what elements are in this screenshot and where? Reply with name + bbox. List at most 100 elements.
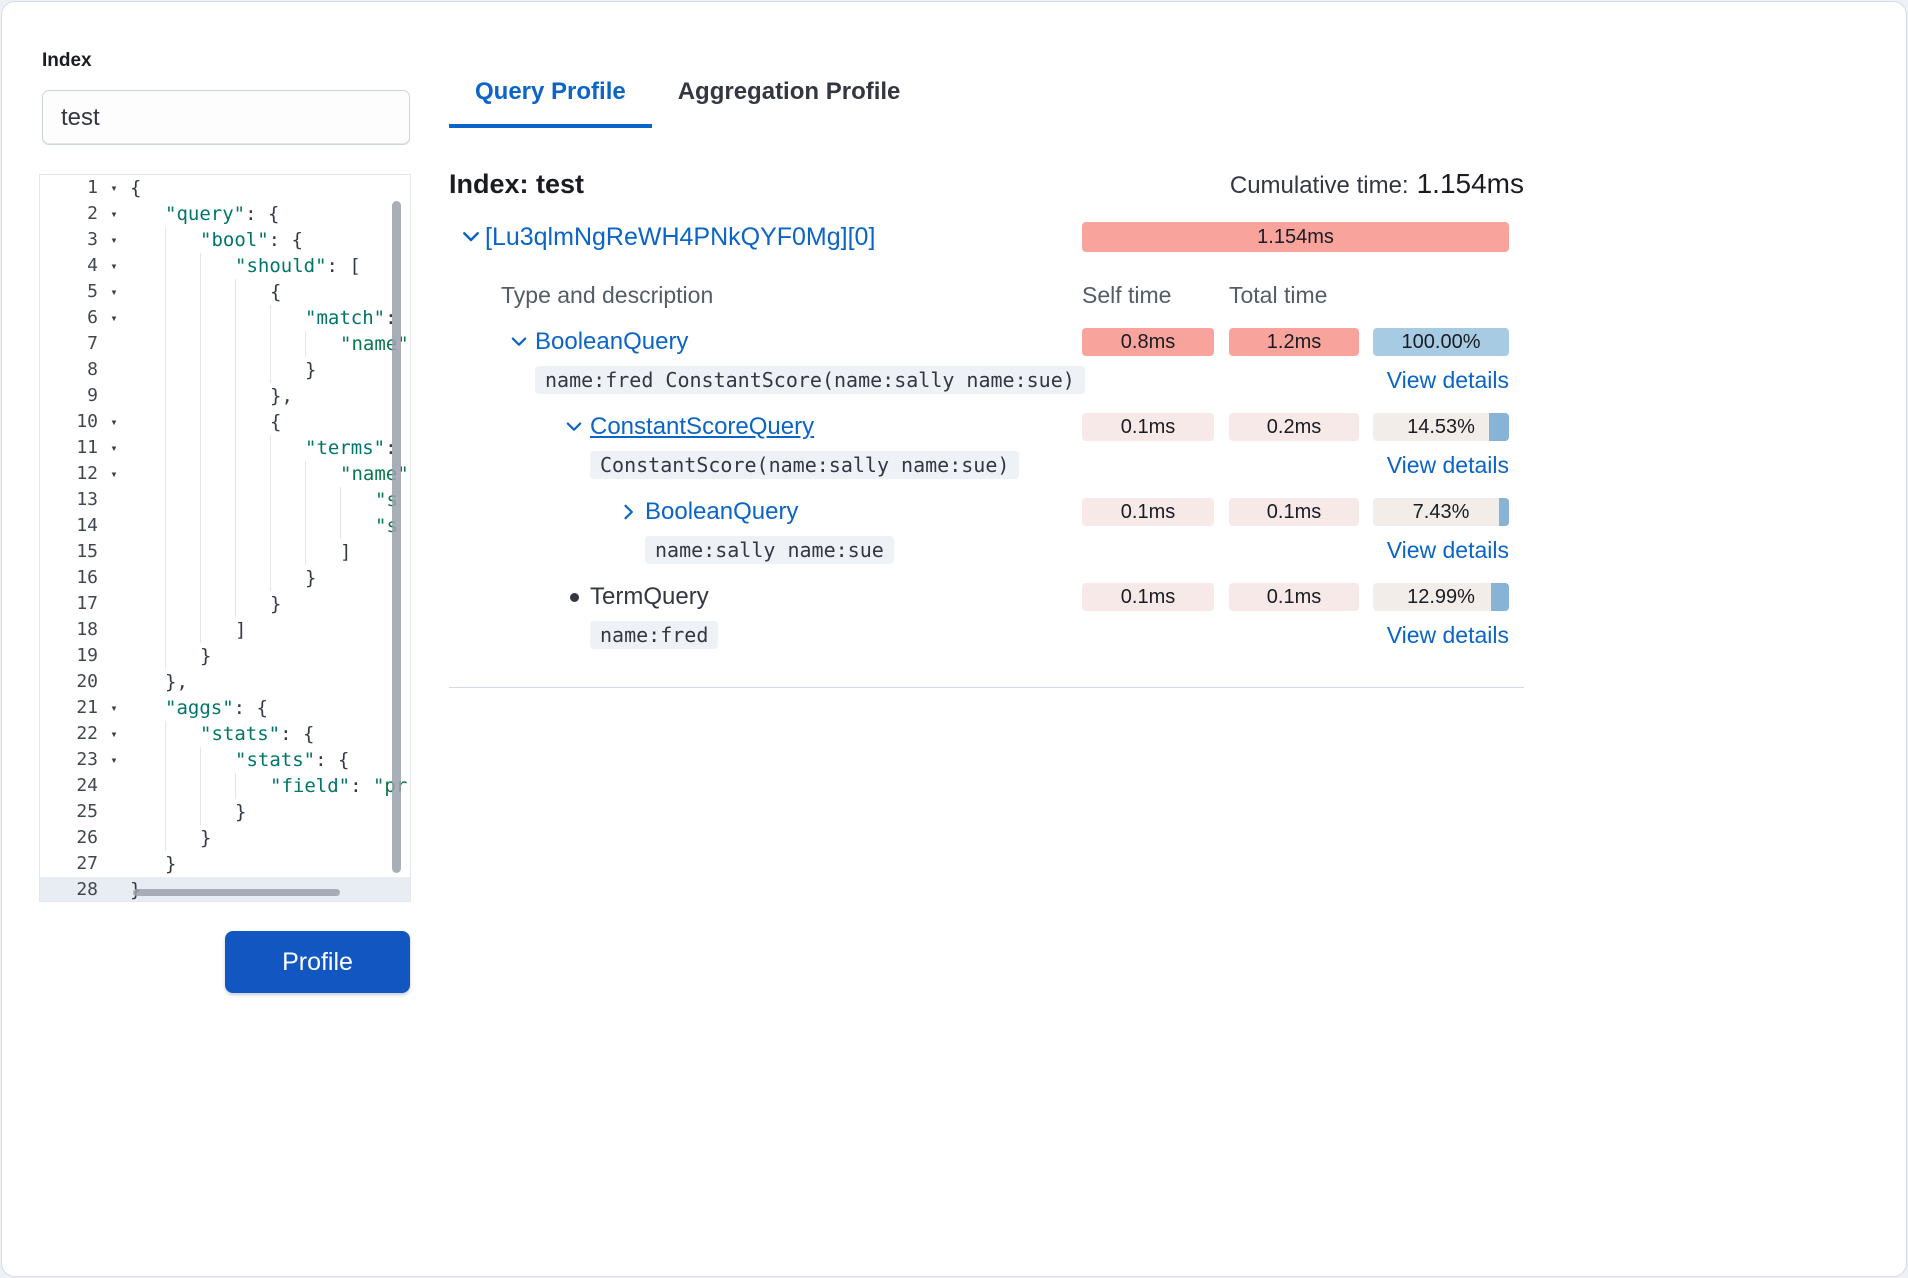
total-time-badge: 1.2ms [1229, 328, 1359, 356]
fold-caret-icon[interactable]: ▾ [110, 727, 118, 741]
shard-time-badge: 1.154ms [1082, 222, 1509, 252]
indent-guide [165, 409, 200, 435]
fold-caret-icon[interactable]: ▾ [110, 311, 118, 325]
chevron-down-icon[interactable] [459, 225, 483, 249]
editor-line-1[interactable]: 1 ▾ { [40, 175, 410, 201]
editor-line-19[interactable]: 19} [40, 643, 410, 669]
indent-guide [130, 435, 165, 461]
bullet-icon [562, 585, 586, 609]
editor-line-16[interactable]: 16} [40, 565, 410, 591]
editor-line-7[interactable]: 7 "name" [40, 331, 410, 357]
profile-button[interactable]: Profile [225, 931, 410, 993]
view-details-link[interactable]: View details [1386, 451, 1509, 478]
line-number: 22 [76, 723, 98, 744]
code-text: } [130, 591, 410, 617]
fold-caret-icon[interactable]: ▾ [110, 415, 118, 429]
fold-caret-icon[interactable]: ▾ [110, 259, 118, 273]
chevron-down-icon[interactable] [562, 415, 586, 439]
fold-caret-icon[interactable]: ▾ [110, 233, 118, 247]
indent-guide [130, 591, 165, 617]
indent-guide [130, 383, 165, 409]
indent-guide [270, 435, 305, 461]
query-description: name:fred [590, 621, 719, 649]
code-text: "name" [130, 331, 410, 357]
editor-line-6[interactable]: 6 ▾ "match": [40, 305, 410, 331]
indent-guide [235, 487, 270, 513]
editor-line-20[interactable]: 20}, [40, 669, 410, 695]
editor-line-5[interactable]: 5 ▾ { [40, 279, 410, 305]
editor-line-22[interactable]: 22 ▾ "stats": { [40, 721, 410, 747]
indent-guide [165, 487, 200, 513]
shard-link[interactable]: [Lu3qlmNgReWH4PNkQYF0Mg][0] [485, 222, 876, 251]
content-header: Index: test Cumulative time: 1.154ms [449, 168, 1524, 200]
percent-badge: 14.53% [1373, 413, 1509, 441]
fold-caret-icon[interactable]: ▾ [110, 753, 118, 767]
query-type-link[interactable]: ConstantScoreQuery [590, 413, 815, 440]
fold-caret-icon[interactable]: ▾ [110, 207, 118, 221]
tab-query-profile[interactable]: Query Profile [449, 78, 652, 128]
editor-line-3[interactable]: 3 ▾ "bool": { [40, 227, 410, 253]
fold-caret-icon[interactable]: ▾ [110, 441, 118, 455]
editor-line-4[interactable]: 4 ▾ "should": [ [40, 253, 410, 279]
index-input[interactable] [42, 90, 410, 145]
code-text: "should": [ [130, 253, 410, 279]
code-text: "stats": { [130, 721, 410, 747]
indent-guide [165, 539, 200, 565]
editor-line-27[interactable]: 27} [40, 851, 410, 877]
chevron-right-icon[interactable] [617, 500, 641, 524]
fold-caret-icon[interactable]: ▾ [110, 181, 118, 195]
query-type-link[interactable]: BooleanQuery [645, 498, 799, 525]
indent-guide [235, 565, 270, 591]
indent-guide [200, 617, 235, 643]
editor-line-24[interactable]: 24 "field": "pr [40, 773, 410, 799]
line-number: 13 [76, 489, 98, 510]
fold-caret-icon[interactable]: ▾ [110, 701, 118, 715]
profile-row: BooleanQuery 0.1ms 0.1ms 7.43% name:sally na… [449, 497, 1524, 564]
percent-fill-bar [1498, 498, 1509, 526]
editor-line-8[interactable]: 8} [40, 357, 410, 383]
fold-caret-empty [98, 669, 130, 695]
percent-fill-bar [1491, 583, 1509, 611]
editor-line-11[interactable]: 11 ▾ "terms": [40, 435, 410, 461]
editor-horizontal-scrollbar[interactable] [133, 889, 340, 896]
editor-line-21[interactable]: 21 ▾ "aggs": { [40, 695, 410, 721]
editor-line-23[interactable]: 23 ▾ "stats": { [40, 747, 410, 773]
indent-guide [165, 461, 200, 487]
editor-line-18[interactable]: 18] [40, 617, 410, 643]
line-number: 17 [76, 593, 98, 614]
fold-caret-icon[interactable]: ▾ [110, 467, 118, 481]
view-details-link[interactable]: View details [1386, 366, 1509, 393]
editor-line-12[interactable]: 12 ▾ "name" [40, 461, 410, 487]
indent-guide [200, 435, 235, 461]
view-details-link[interactable]: View details [1386, 621, 1509, 648]
fold-caret-icon[interactable]: ▾ [110, 285, 118, 299]
editor-line-14[interactable]: 14 "s [40, 513, 410, 539]
editor-vertical-scrollbar[interactable] [392, 201, 401, 873]
editor-line-2[interactable]: 2 ▾ "query": { [40, 201, 410, 227]
view-details-link[interactable]: View details [1386, 536, 1509, 563]
indent-guide [235, 383, 270, 409]
editor-line-10[interactable]: 10 ▾ { [40, 409, 410, 435]
editor-line-15[interactable]: 15] [40, 539, 410, 565]
indent-guide [165, 591, 200, 617]
editor-line-17[interactable]: 17} [40, 591, 410, 617]
editor-line-26[interactable]: 26} [40, 825, 410, 851]
fold-caret-empty [98, 643, 130, 669]
code-text: } [130, 799, 410, 825]
indent-guide [165, 513, 200, 539]
query-type-link[interactable]: BooleanQuery [535, 328, 689, 355]
code-text: } [130, 851, 410, 877]
editor-line-9[interactable]: 9}, [40, 383, 410, 409]
query-editor[interactable]: 1 ▾{2 ▾ "query": {3 ▾ "bool": {4 ▾ "should": [5… [39, 174, 411, 902]
indent-guide [165, 721, 200, 747]
fold-caret-empty [98, 383, 130, 409]
indent-guide [130, 253, 165, 279]
editor-line-25[interactable]: 25} [40, 799, 410, 825]
indent-guide [235, 773, 270, 799]
indent-guide [235, 331, 270, 357]
editor-line-13[interactable]: 13 "s [40, 487, 410, 513]
indent-guide [200, 487, 235, 513]
tab-aggregation-profile[interactable]: Aggregation Profile [677, 78, 901, 105]
code-text: { [130, 409, 410, 435]
chevron-down-icon[interactable] [507, 330, 531, 354]
